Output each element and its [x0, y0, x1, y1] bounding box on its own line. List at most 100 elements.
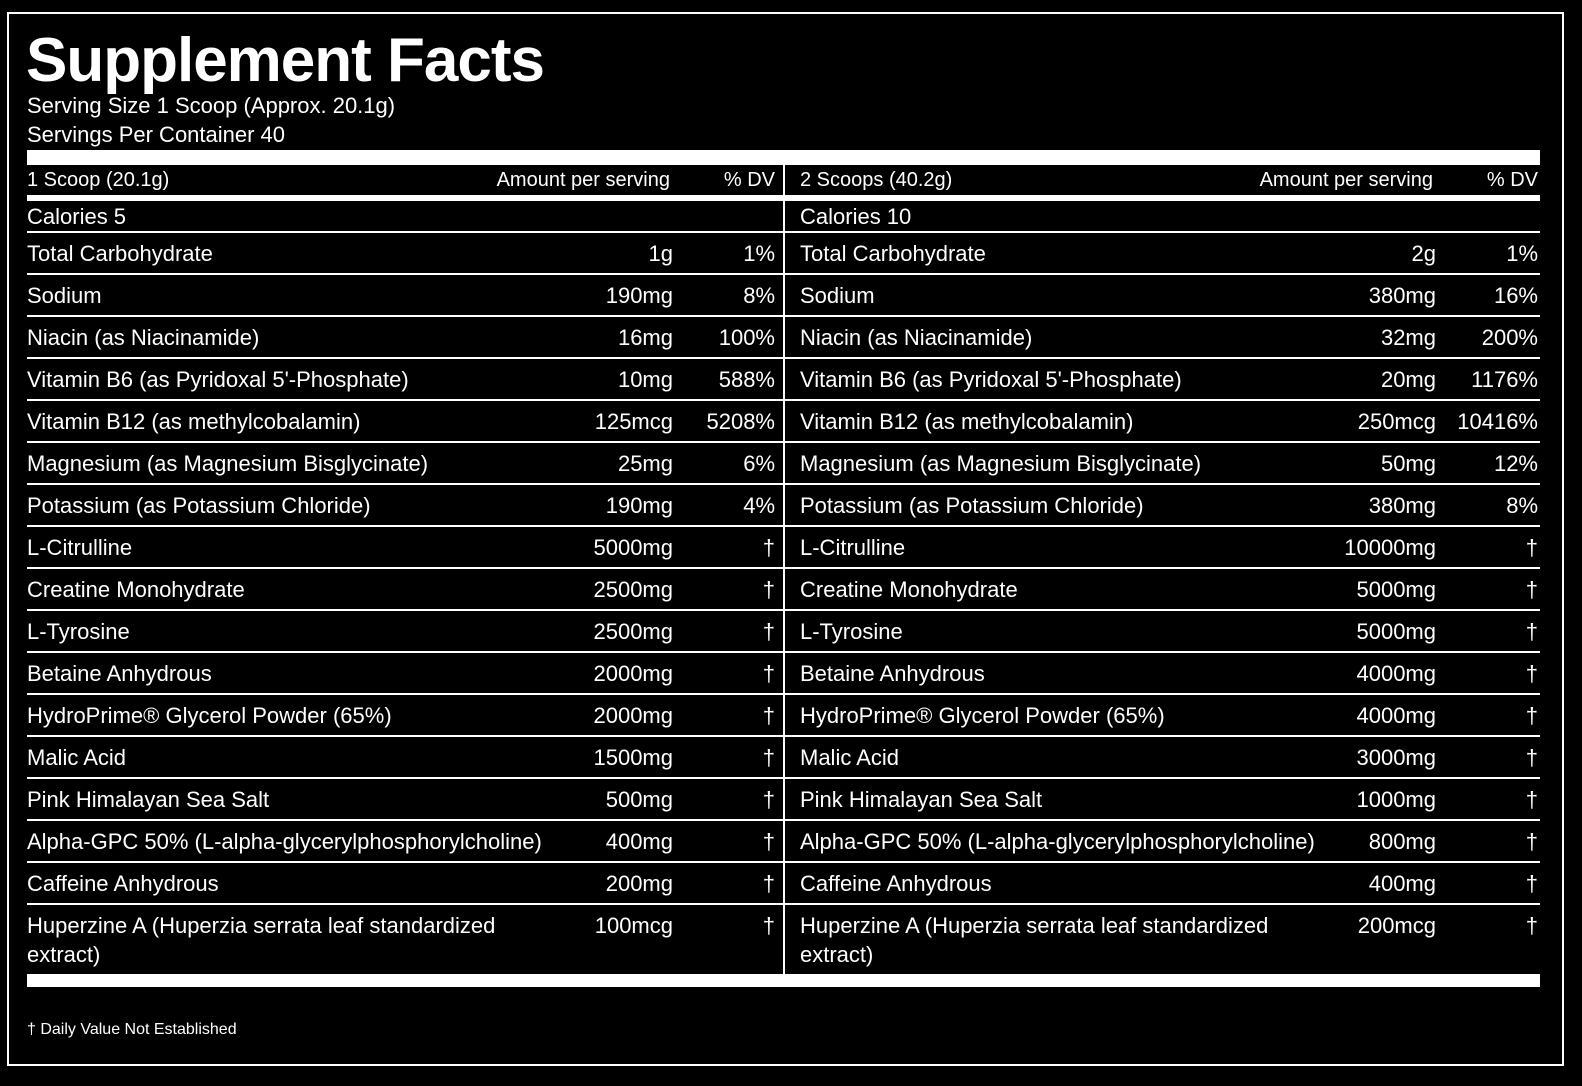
- daily-value: †: [1525, 619, 1538, 644]
- nutrient-name: HydroPrime® Glycerol Powder (65%): [800, 703, 1165, 728]
- amount: 190mg: [605, 283, 673, 308]
- daily-value: †: [762, 703, 775, 728]
- amount: 1g: [648, 241, 673, 266]
- amount: 500mg: [605, 787, 673, 812]
- daily-value: †: [1525, 787, 1538, 812]
- daily-value: †: [762, 535, 775, 560]
- daily-value: †: [762, 829, 775, 854]
- nutrient-row: Total Carbohydrate 1g 1% Total Carbohydrate…: [27, 233, 1540, 275]
- calories: Calories 10: [800, 204, 912, 229]
- nutrient-name: Betaine Anhydrous: [800, 661, 985, 686]
- nutrient-name: Caffeine Anhydrous: [800, 871, 992, 896]
- daily-value: †: [1525, 829, 1538, 854]
- nutrient-cell: Betaine Anhydrous 2000mg †: [27, 653, 783, 693]
- nutrient-name: Sodium: [800, 283, 875, 308]
- amount: 16mg: [617, 325, 673, 350]
- daily-value: 12%: [1493, 451, 1538, 476]
- serving-label: 2 Scoops (40.2g): [800, 169, 953, 191]
- serving-label: 1 Scoop (20.1g): [27, 169, 170, 191]
- daily-value: †: [762, 745, 775, 770]
- amount: 5000mg: [1356, 577, 1436, 602]
- nutrient-cell: HydroPrime® Glycerol Powder (65%) 2000mg †: [27, 695, 783, 735]
- amount: 5000mg: [593, 535, 673, 560]
- daily-value: †: [762, 787, 775, 812]
- nutrient-row: L-Citrulline 5000mg † L-Citrulline 10000mg †: [27, 527, 1540, 569]
- amount: 10mg: [617, 367, 673, 392]
- header-one-scoop: 1 Scoop (20.1g) Amount per serving % DV: [27, 165, 783, 195]
- nutrient-row: Malic Acid 1500mg † Malic Acid 3000mg †: [27, 737, 1540, 779]
- daily-value: †: [762, 661, 775, 686]
- amount: 25mg: [617, 451, 673, 476]
- nutrient-cell: Caffeine Anhydrous 200mg †: [27, 863, 783, 903]
- nutrient-name: Niacin (as Niacinamide): [27, 325, 260, 350]
- nutrient-cell: L-Tyrosine 2500mg †: [27, 611, 783, 651]
- nutrient-name: Creatine Monohydrate: [800, 577, 1018, 602]
- label-border: [7, 12, 1564, 1066]
- servings-per-container: Servings Per Container 40: [27, 122, 286, 147]
- amount: 380mg: [1368, 493, 1436, 518]
- daily-value: †: [1525, 913, 1538, 938]
- nutrient-row: Magnesium (as Magnesium Bisglycinate) 25m…: [27, 443, 1540, 485]
- calories-row: Calories 5 Calories 10: [27, 201, 1540, 233]
- dv-header: % DV: [1486, 169, 1538, 191]
- nutrient-name: Pink Himalayan Sea Salt: [800, 787, 1043, 812]
- nutrient-cell: HydroPrime® Glycerol Powder (65%) 4000mg †: [783, 695, 1540, 735]
- amount: 2500mg: [593, 619, 673, 644]
- nutrient-name: L-Citrulline: [800, 535, 906, 560]
- daily-value: †: [762, 871, 775, 896]
- daily-value: 588%: [718, 367, 775, 392]
- nutrient-row: Vitamin B6 (as Pyridoxal 5'-Phosphate) 10…: [27, 359, 1540, 401]
- nutrient-name: Potassium (as Potassium Chloride): [800, 493, 1144, 518]
- nutrient-cell: Alpha-GPC 50% (L-alpha-glycerylphosphory…: [27, 821, 783, 861]
- nutrient-cell: Vitamin B12 (as methylcobalamin) 250mcg 10…: [783, 401, 1540, 441]
- nutrient-name: Vitamin B12 (as methylcobalamin): [800, 409, 1134, 434]
- serving-size: Serving Size 1 Scoop (Approx. 20.1g): [27, 93, 396, 118]
- daily-value: †: [1525, 745, 1538, 770]
- nutrient-name: Alpha-GPC 50% (L-alpha-glycerylphosphory…: [27, 829, 542, 854]
- daily-value: 1%: [1506, 241, 1538, 266]
- amount: 800mg: [1368, 829, 1436, 854]
- amount: 380mg: [1368, 283, 1436, 308]
- daily-value: 8%: [1506, 493, 1538, 518]
- nutrient-name: Vitamin B6 (as Pyridoxal 5'-Phosphate): [800, 367, 1182, 392]
- nutrient-name: L-Tyrosine: [27, 619, 130, 644]
- nutrient-cell: Huperzine A (Huperzia serrata leaf stand…: [27, 905, 783, 974]
- daily-value: 6%: [743, 451, 775, 476]
- daily-value: 100%: [718, 325, 775, 350]
- nutrient-name: Potassium (as Potassium Chloride): [27, 493, 371, 518]
- daily-value: 10416%: [1457, 409, 1538, 434]
- amount: 125mcg: [594, 409, 673, 434]
- thick-divider: [27, 974, 1540, 987]
- nutrient-cell: L-Tyrosine 5000mg †: [783, 611, 1540, 651]
- nutrient-name: L-Tyrosine: [800, 619, 903, 644]
- amount-header: Amount per serving: [1259, 169, 1433, 191]
- nutrient-cell: Magnesium (as Magnesium Bisglycinate) 25m…: [27, 443, 783, 483]
- nutrient-name: Malic Acid: [800, 745, 900, 770]
- nutrient-row: Niacin (as Niacinamide) 16mg 100% Niacin (a…: [27, 317, 1540, 359]
- nutrient-row: Creatine Monohydrate 2500mg † Creatine Mono…: [27, 569, 1540, 611]
- daily-value: †: [1525, 535, 1538, 560]
- nutrient-name: Creatine Monohydrate: [27, 577, 245, 602]
- daily-value: †: [762, 577, 775, 602]
- nutrient-cell: Alpha-GPC 50% (L-alpha-glycerylphosphory…: [783, 821, 1540, 861]
- amount: 32mg: [1380, 325, 1436, 350]
- nutrient-name: Magnesium (as Magnesium Bisglycinate): [27, 451, 429, 476]
- daily-value: 16%: [1493, 283, 1538, 308]
- daily-value: †: [1525, 703, 1538, 728]
- nutrient-cell: Sodium 190mg 8%: [27, 275, 783, 315]
- amount: 2000mg: [593, 661, 673, 686]
- nutrient-cell: Total Carbohydrate 1g 1%: [27, 233, 783, 273]
- header-two-scoops: 2 Scoops (40.2g) Amount per serving % DV: [783, 165, 1540, 195]
- nutrient-name: HydroPrime® Glycerol Powder (65%): [27, 703, 392, 728]
- nutrient-name: Total Carbohydrate: [800, 241, 986, 266]
- nutrient-cell: Sodium 380mg 16%: [783, 275, 1540, 315]
- nutrient-name: Alpha-GPC 50% (L-alpha-glycerylphosphory…: [800, 829, 1315, 854]
- nutrient-cell: L-Citrulline 10000mg †: [783, 527, 1540, 567]
- nutrient-name: Niacin (as Niacinamide): [800, 325, 1033, 350]
- amount: 250mcg: [1357, 409, 1436, 434]
- nutrient-name: Huperzine A (Huperzia serrata leaf stand…: [800, 913, 1269, 967]
- daily-value: 200%: [1481, 325, 1538, 350]
- amount: 10000mg: [1344, 535, 1436, 560]
- amount: 5000mg: [1356, 619, 1436, 644]
- nutrient-cell: Niacin (as Niacinamide) 32mg 200%: [783, 317, 1540, 357]
